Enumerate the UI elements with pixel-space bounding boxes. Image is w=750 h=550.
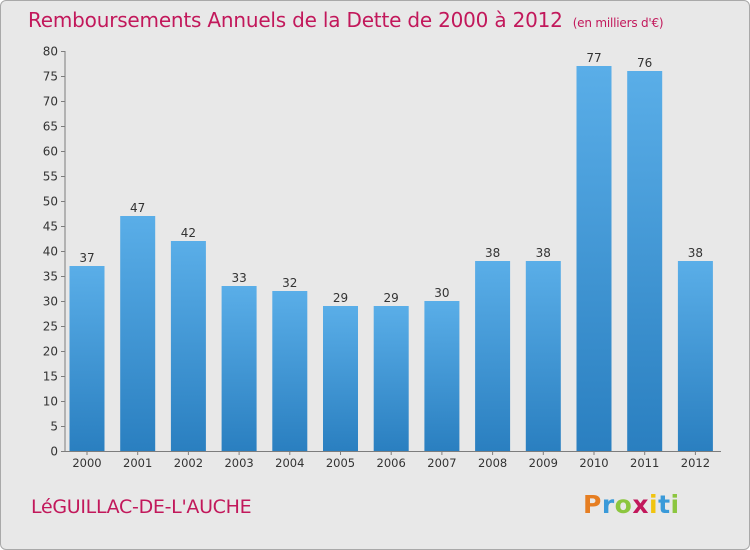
bar [323,306,358,451]
bar-value-label: 38 [536,246,551,260]
chart-title-text: Remboursements Annuels de la Dette de 20… [28,8,563,32]
y-tick-label: 5 [50,420,58,434]
y-tick-label: 55 [43,170,58,184]
brand-letter: t [658,490,671,519]
bar-value-label: 29 [333,291,348,305]
chart-unit: (en milliers d'€) [572,16,664,30]
x-tick-label: 2007 [427,456,456,470]
bar [627,71,663,451]
bar [525,261,561,451]
y-tick-label: 30 [43,295,58,309]
x-tick-label: 2011 [630,456,659,470]
y-tick-label: 60 [43,145,58,159]
x-tick-label: 2003 [224,456,253,470]
bar [576,66,612,451]
bar [373,306,409,451]
bar-value-label: 32 [282,276,297,290]
bar-value-label: 29 [384,291,399,305]
x-tick-label: 2009 [529,456,558,470]
y-tick-label: 75 [43,70,58,84]
brand-letter: o [614,490,633,519]
x-tick-label: 2006 [377,456,406,470]
bar [120,216,156,451]
y-tick-label: 40 [43,245,58,259]
y-tick-label: 80 [43,45,58,59]
bar-value-label: 77 [586,51,601,65]
y-tick-label: 25 [43,320,58,334]
proxiti-logo: Proxiti [583,490,680,519]
x-tick-label: 2010 [579,456,608,470]
bar-value-label: 37 [79,251,94,265]
bar [424,301,460,451]
bar-value-label: 30 [434,286,449,300]
brand-letter: i [649,490,659,519]
bar-value-label: 38 [688,246,703,260]
x-tick-label: 2001 [123,456,152,470]
brand-letter: x [632,490,649,519]
y-tick-label: 70 [43,95,58,109]
place-name: LéGUILLAC-DE-L'AUCHE [31,496,252,518]
bar [272,291,308,451]
y-tick-label: 0 [50,445,58,459]
bar-value-label: 38 [485,246,500,260]
y-tick-label: 10 [43,395,58,409]
y-tick-label: 15 [43,370,58,384]
bar [221,286,257,451]
y-tick-label: 50 [43,195,58,209]
x-tick-label: 2000 [72,456,101,470]
y-tick-label: 45 [43,220,58,234]
bar [677,261,713,451]
brand-letter: i [670,490,680,519]
x-tick-label: 2012 [681,456,710,470]
x-tick-label: 2008 [478,456,507,470]
bar [170,241,206,451]
y-tick-label: 35 [43,270,58,284]
bar [475,261,511,451]
bar [69,266,105,451]
brand-letter: P [583,490,602,519]
y-tick-label: 65 [43,120,58,134]
bar-value-label: 47 [130,201,145,215]
y-tick-label: 20 [43,345,58,359]
x-tick-label: 2002 [174,456,203,470]
chart-title: Remboursements Annuels de la Dette de 20… [28,8,664,32]
x-tick-label: 2004 [275,456,304,470]
brand-letter: r [601,490,615,519]
x-tick-label: 2005 [326,456,355,470]
bar-value-label: 33 [231,271,246,285]
bar-value-label: 76 [637,56,652,70]
bar-value-label: 42 [181,226,196,240]
